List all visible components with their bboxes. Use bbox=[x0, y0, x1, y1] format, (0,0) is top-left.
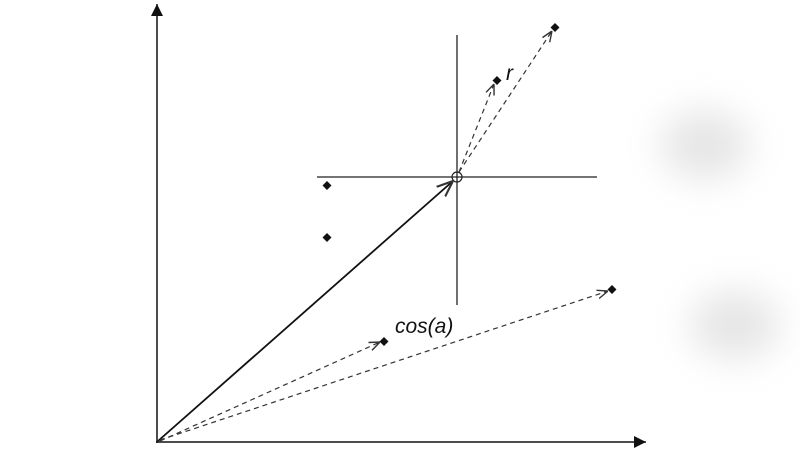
center-point bbox=[451, 171, 463, 183]
data-point bbox=[492, 76, 502, 85]
solid-vector bbox=[157, 181, 453, 442]
label-cos-a: cos(a) bbox=[395, 315, 453, 338]
data-point bbox=[550, 23, 560, 32]
background-blur bbox=[690, 290, 780, 360]
dashed-vector bbox=[159, 342, 380, 442]
background-blur bbox=[660, 110, 750, 180]
label-r: r bbox=[506, 62, 514, 85]
data-point bbox=[322, 181, 332, 190]
dashed-vector bbox=[458, 84, 494, 173]
data-point bbox=[379, 337, 389, 346]
dashed-vector bbox=[159, 291, 608, 441]
data-point bbox=[322, 233, 332, 242]
data-point bbox=[607, 285, 617, 294]
dashed-vector bbox=[458, 31, 552, 173]
